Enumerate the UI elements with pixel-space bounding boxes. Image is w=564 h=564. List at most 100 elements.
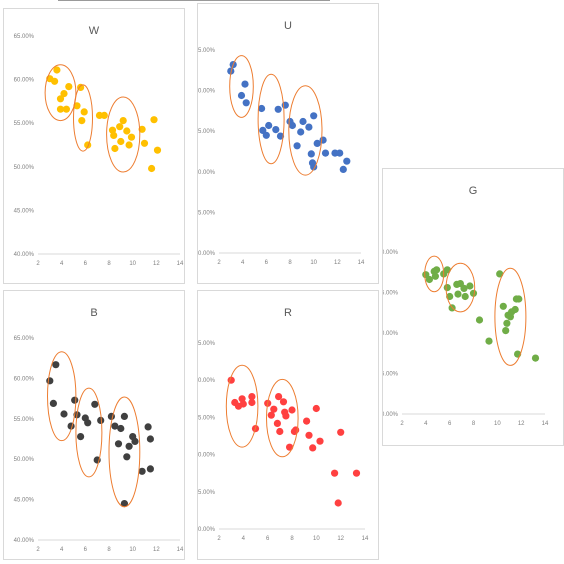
y-tick-label: 65.00% — [14, 34, 35, 40]
y-tick-label: 50.00% — [198, 453, 216, 459]
y-tick-label: 55.00% — [383, 291, 399, 297]
x-tick-label: 10 — [310, 260, 317, 266]
data-point — [53, 66, 61, 74]
x-tick-label: 2 — [217, 536, 221, 542]
data-point — [51, 77, 59, 85]
x-tick-label: 2 — [217, 260, 221, 266]
cluster-ellipse — [108, 396, 141, 508]
y-tick-label: 65.00% — [14, 336, 35, 342]
data-point — [117, 424, 125, 433]
data-point — [286, 443, 294, 451]
data-point — [273, 419, 281, 427]
data-point — [125, 141, 133, 149]
data-point — [334, 499, 342, 507]
data-point — [241, 80, 249, 88]
cluster-ellipse — [288, 85, 323, 176]
data-point — [276, 132, 285, 140]
cluster-ellipse — [257, 73, 285, 165]
data-point — [97, 416, 105, 424]
chart-panel-u: U 2 4 6 8 10 12 14 40.00% 45.00% 50.00% 55.00% 60.00… — [197, 3, 379, 284]
data-point — [321, 149, 330, 157]
data-point — [49, 399, 58, 407]
data-point — [282, 412, 290, 420]
scatter-plot: R 2 4 6 8 10 12 14 40.00% 45.00% 50.00% 55.00% 60.00… — [198, 307, 369, 542]
y-tick-label: 50.00% — [14, 165, 35, 171]
y-tick-label: 40.00% — [198, 527, 216, 533]
y-tick-label: 60.00% — [14, 376, 35, 382]
data-point — [511, 305, 519, 314]
chart-title: W — [89, 25, 100, 37]
data-point — [475, 316, 484, 324]
x-tick-label: 4 — [60, 547, 64, 553]
data-point — [56, 105, 65, 113]
data-point — [343, 157, 351, 165]
data-point — [52, 361, 60, 369]
data-point — [276, 427, 284, 436]
data-point — [305, 431, 313, 439]
x-tick-label: 8 — [107, 261, 111, 267]
data-point — [331, 469, 339, 477]
data-point — [248, 393, 256, 401]
data-point — [313, 139, 321, 147]
scatter-plot: U 2 4 6 8 10 12 14 40.00% 45.00% 50.00% 55.00% 60.00… — [198, 20, 365, 266]
data-point — [62, 105, 70, 113]
chart-title: U — [284, 20, 292, 32]
x-tick-label: 10 — [129, 547, 136, 553]
data-point — [433, 266, 441, 274]
data-point — [114, 440, 123, 448]
y-tick-label: 55.00% — [198, 415, 216, 421]
data-point — [297, 128, 305, 136]
y-tick-label: 55.00% — [14, 417, 35, 423]
data-point — [339, 165, 347, 173]
cluster-ellipse — [494, 267, 527, 366]
data-point — [144, 423, 152, 431]
data-point — [125, 442, 133, 450]
data-point — [461, 292, 469, 301]
data-point — [46, 377, 54, 385]
chart-title: G — [469, 185, 478, 197]
x-tick-label: 12 — [153, 547, 160, 553]
data-point — [352, 469, 361, 477]
data-point — [265, 121, 273, 130]
data-point — [120, 412, 128, 420]
data-point — [123, 127, 131, 135]
chart-panel-g: G 2 4 6 8 10 12 14 40.00% 45.00% 50.00% 55.00% 60.00… — [382, 168, 564, 446]
data-point — [469, 289, 478, 297]
data-point — [312, 404, 320, 413]
cluster-ellipse — [106, 96, 141, 173]
data-point — [515, 295, 523, 303]
data-point — [274, 105, 282, 113]
chart-panel-r: R 2 4 6 8 10 12 14 40.00% 45.00% 50.00% 55.00% 60.00… — [197, 290, 379, 560]
data-point — [127, 133, 136, 141]
data-point — [443, 284, 451, 292]
data-point — [279, 398, 288, 406]
x-tick-label: 14 — [177, 547, 184, 553]
cluster-ellipse — [44, 64, 77, 122]
data-point — [71, 396, 79, 404]
data-point — [267, 411, 275, 419]
data-point — [275, 393, 283, 401]
y-tick-label: 45.00% — [198, 490, 216, 496]
cluster-ellipse — [73, 84, 93, 152]
data-point — [288, 406, 296, 414]
data-point — [140, 139, 149, 147]
data-point — [496, 270, 504, 278]
y-tick-label: 45.00% — [14, 498, 35, 504]
data-point — [84, 419, 92, 427]
data-point — [485, 337, 493, 345]
y-tick-label: 50.00% — [383, 331, 399, 337]
data-point — [60, 90, 68, 98]
cluster-ellipse — [445, 262, 476, 313]
data-point — [307, 150, 315, 158]
y-tick-label: 60.00% — [198, 378, 216, 384]
data-point — [531, 354, 540, 362]
data-point — [288, 121, 296, 130]
data-point — [242, 99, 250, 107]
x-tick-label: 12 — [518, 421, 525, 427]
y-tick-label: 50.00% — [14, 457, 35, 463]
data-point — [310, 112, 318, 120]
data-point — [309, 444, 317, 452]
data-point — [111, 144, 119, 153]
y-tick-label: 65.00% — [198, 341, 216, 347]
data-point — [73, 102, 81, 110]
